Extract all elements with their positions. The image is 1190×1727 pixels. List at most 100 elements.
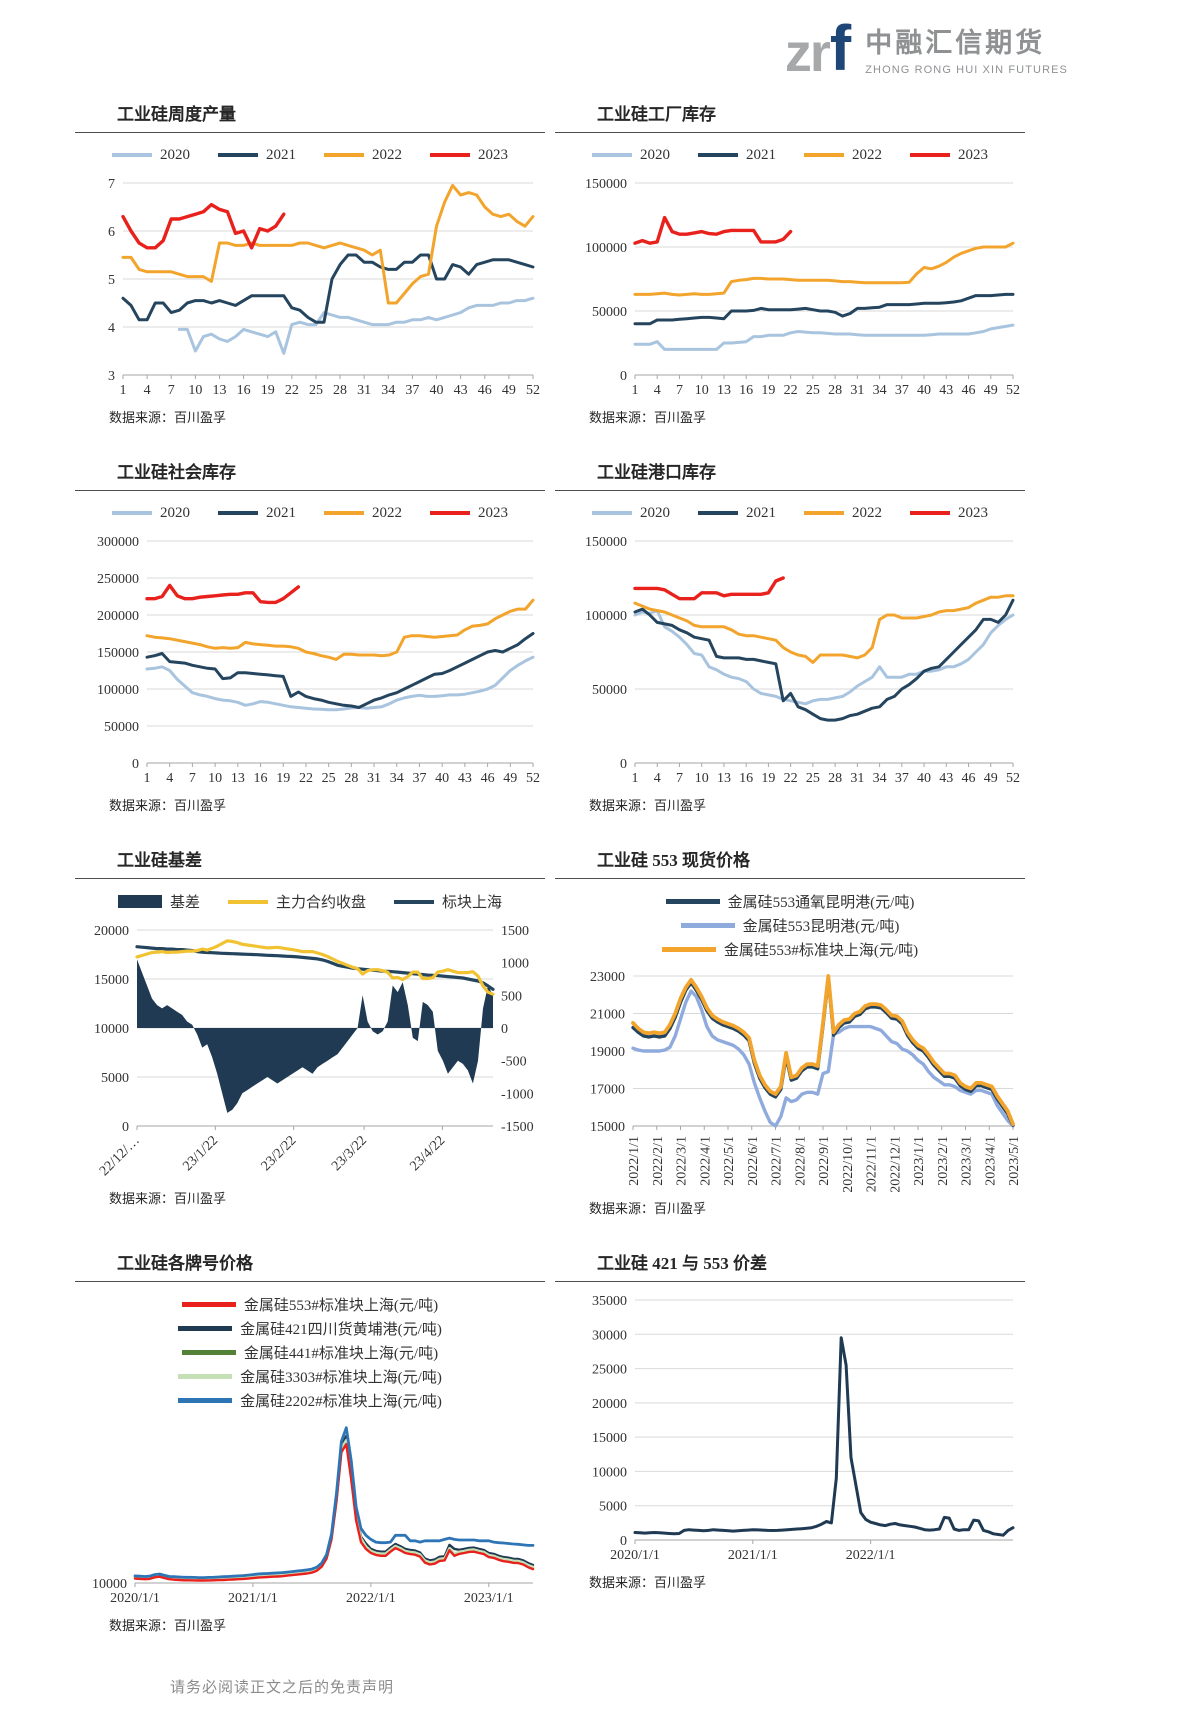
x-axis-label: 19 — [761, 383, 775, 398]
x-axis-label: 31 — [850, 771, 864, 786]
x-axis-label: 34 — [873, 383, 887, 398]
x-axis-label: 34 — [390, 771, 404, 786]
x-axis-label: 2020/1/1 — [110, 1591, 160, 1606]
x-axis-label: 40 — [917, 771, 931, 786]
x-axis-label: 46 — [481, 771, 495, 786]
x-axis-label: 2022/4/1 — [698, 1136, 713, 1186]
legend-item: 2020 — [112, 147, 190, 164]
legend-swatch — [665, 899, 720, 904]
y-axis-label: 10000 — [592, 1465, 627, 1480]
legend-swatch — [181, 1302, 236, 1307]
y-axis-label: 20000 — [592, 1397, 627, 1412]
chart-block: 工业硅 421 与 553 价差 0 5000 10000 15000 20000 250… — [555, 1249, 1025, 1634]
y-axis-label: 15000 — [590, 1120, 625, 1135]
x-axis-label: 19 — [276, 771, 290, 786]
legend-item: 2023 — [910, 147, 988, 164]
x-axis-label: 1 — [144, 771, 151, 786]
legend-item: 2021 — [698, 147, 776, 164]
legend-item: 金属硅553#标准块上海(元/吨) — [661, 939, 919, 960]
y-axis-label: 150000 — [585, 535, 627, 550]
x-axis-label: 2022/12/1 — [888, 1136, 903, 1192]
legend-label: 2022 — [372, 146, 402, 163]
y-axis-label: 23000 — [590, 970, 625, 985]
x-axis-label: 23/4/22 — [407, 1133, 448, 1174]
chart-title: 工业硅港口库存 — [597, 463, 716, 482]
x-axis-label: 43 — [458, 771, 472, 786]
series-line-2023 — [145, 583, 301, 605]
x-axis-label: 10 — [695, 771, 709, 786]
x-axis-label: 2021/1/1 — [728, 1548, 778, 1563]
legend-item: 金属硅553昆明港(元/吨) — [680, 915, 899, 936]
x-axis-label: 40 — [430, 383, 444, 398]
chart-title: 工业硅周度产量 — [117, 105, 236, 124]
x-axis-label: 52 — [1006, 771, 1020, 786]
x-axis-label: 25 — [806, 771, 820, 786]
x-axis-label: 22 — [299, 771, 313, 786]
chart-source-note: 数据来源：百川盈孚 — [589, 410, 707, 425]
y-axis-label: 35000 — [592, 1294, 627, 1309]
y-axis-label: 21000 — [590, 1008, 625, 1023]
series-line-2020 — [177, 296, 535, 355]
x-axis-label: 37 — [895, 383, 909, 398]
series-line-金属硅553昆明港 — [631, 989, 1015, 1128]
x-axis-label: 7 — [168, 383, 175, 398]
x-axis-label: 2020/1/1 — [610, 1548, 660, 1563]
x-axis-label: 28 — [828, 383, 842, 398]
x-axis-label: 4 — [144, 383, 151, 398]
y-axis-label: 50000 — [104, 720, 139, 735]
x-axis-label: 2022/3/1 — [675, 1136, 690, 1186]
series-line-金属硅2202#标准块上海 — [133, 1426, 535, 1579]
chart-title: 工业硅 421 与 553 价差 — [597, 1254, 767, 1273]
legend-swatch — [592, 511, 632, 515]
charts-grid: 工业硅周度产量 2020 2021 2022 2023 3 4 5 6 7 1 4 7 10 13 16 1… — [75, 100, 1025, 1634]
y-axis-label: 100000 — [585, 241, 627, 256]
x-axis-label: 4 — [654, 771, 661, 786]
legend-label: 金属硅553#标准块上海(元/吨) — [723, 943, 919, 959]
y2-axis-label: -1000 — [501, 1087, 534, 1102]
legend-item: 2023 — [430, 147, 508, 164]
chart-legend: 2020 2021 2022 2023 — [555, 503, 1025, 523]
x-axis-label: 4 — [166, 771, 173, 786]
chart-block: 工业硅港口库存 2020 2021 2022 2023 0 50000 100000 150… — [555, 458, 1025, 814]
x-axis-label: 1 — [632, 383, 639, 398]
legend-item: 2022 — [804, 147, 882, 164]
legend-item: 2021 — [698, 505, 776, 522]
x-axis-label: 37 — [412, 771, 426, 786]
y2-axis-label: 0 — [501, 1022, 508, 1037]
legend-item: 金属硅421四川货黄埔港(元/吨) — [178, 1318, 442, 1339]
x-axis-label: 13 — [231, 771, 245, 786]
legend-label: 2022 — [372, 504, 402, 521]
y-axis-label: 100000 — [97, 683, 139, 698]
x-axis-label: 13 — [717, 383, 731, 398]
y-axis-label: 4 — [108, 321, 115, 336]
x-axis-label: 34 — [873, 771, 887, 786]
legend-swatch — [804, 511, 844, 515]
x-axis-label: 2022/7/1 — [770, 1136, 785, 1186]
series-line-421与553价差 — [633, 1336, 1015, 1537]
legend-item: 2020 — [592, 505, 670, 522]
legend-swatch — [218, 511, 258, 515]
series-line-2022 — [633, 241, 1015, 297]
x-axis-label: 13 — [212, 383, 226, 398]
legend-swatch — [181, 1350, 236, 1355]
chart-source-note: 数据来源：百川盈孚 — [589, 1201, 707, 1216]
x-axis-label: 22 — [285, 383, 299, 398]
chart-title-divider — [75, 490, 545, 491]
x-axis-label: 2022/1/1 — [346, 1591, 396, 1606]
y-axis-label: 5 — [108, 273, 115, 288]
y-axis-label: 50000 — [592, 305, 627, 320]
legend-swatch — [430, 153, 470, 157]
legend-swatch — [430, 511, 470, 515]
chart-title-divider — [555, 490, 1025, 491]
company-name-en: ZHONG RONG HUI XIN FUTURES — [865, 63, 1068, 76]
legend-swatch — [698, 511, 738, 515]
x-axis-label: 37 — [895, 771, 909, 786]
chart-title-divider — [75, 878, 545, 879]
y-axis-label: 19000 — [590, 1045, 625, 1060]
x-axis-label: 7 — [189, 771, 196, 786]
legend-label: 2021 — [266, 146, 296, 163]
x-axis-label: 43 — [939, 771, 953, 786]
x-axis-label: 34 — [381, 383, 395, 398]
x-axis-label: 1 — [632, 771, 639, 786]
